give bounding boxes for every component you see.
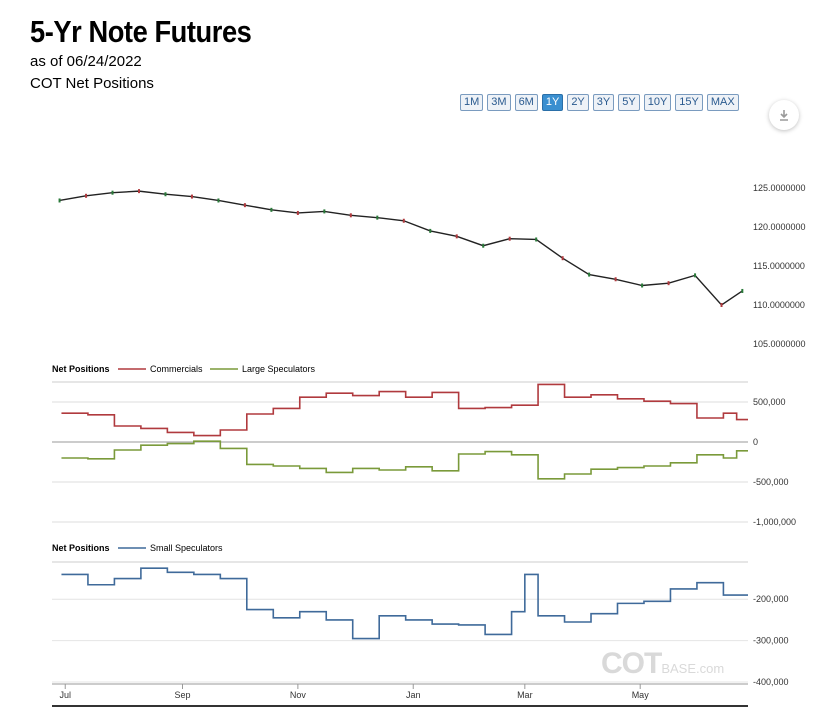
small-tick-label: -200,000 [753,594,789,604]
page-title: 5-Yr Note Futures [30,14,252,49]
price-candle [85,193,88,198]
small-tick-label: -400,000 [753,677,789,687]
price-tick-label: 115.0000000 [753,261,805,271]
small-tick-label: -300,000 [753,636,789,646]
range-button-15y[interactable]: 15Y [675,94,703,111]
net-positions-legend-1: Net Positions Commercials Large Speculat… [52,364,316,374]
x-tick-label: Nov [290,690,307,700]
price-candle [164,192,167,197]
price-candle [243,203,246,208]
price-y-axis: 125.0000000 120.0000000 115.0000000 110.000… [753,183,806,349]
x-tick-label: Mar [517,690,533,700]
price-candle [455,234,458,239]
price-candle [296,210,299,215]
net-positions-panel [52,381,748,523]
legend-label-small-speculators[interactable]: Small Speculators [150,543,223,553]
range-button-10y[interactable]: 10Y [643,94,672,111]
price-candle [694,273,697,278]
x-tick-label: Jul [59,690,71,700]
price-candle [376,215,379,220]
range-button-1m[interactable]: 1M [460,94,484,111]
download-button[interactable] [769,100,799,130]
download-icon [780,110,788,121]
price-candle [402,218,405,223]
price-candle [190,194,193,199]
legend-label-large-speculators[interactable]: Large Speculators [242,364,316,374]
price-candle [138,189,140,194]
x-axis: Jul Sep Nov Jan Mar May [52,683,748,707]
panel2-title: Net Positions [52,364,110,374]
net-tick-label: -500,000 [753,477,789,487]
chart-subtitle: COT Net Positions [30,75,154,92]
price-candle [429,228,432,233]
as-of-date: as of 06/24/2022 [30,53,142,70]
price-panel [58,189,744,307]
range-button-max[interactable]: MAX [706,94,739,111]
range-button-5y[interactable]: 5Y [618,94,640,111]
large-speculators-line [61,440,748,480]
net-tick-label: -1,000,000 [753,517,796,527]
panel3-title: Net Positions [52,543,110,553]
price-candle [217,198,220,203]
net-tick-label: 0 [753,437,758,447]
net-positions-y-axis: 500,000 0 -500,000 -1,000,000 [753,397,796,527]
price-candle [667,281,670,286]
price-tick-label: 125.0000000 [753,183,806,193]
price-candle [349,213,352,218]
price-tick-label: 110.0000000 [753,300,805,310]
legend-label-commercials[interactable]: Commercials [150,364,203,374]
small-speculators-y-axis: -200,000 -300,000 -400,000 [753,594,789,687]
price-candle [58,198,61,203]
price-candle [508,236,511,241]
price-candle [641,283,644,288]
price-tick-label: 120.0000000 [753,222,806,232]
price-candle [720,303,723,307]
x-tick-label: May [632,690,650,700]
price-candle [270,207,273,212]
range-button-2y[interactable]: 2Y [567,94,589,111]
x-tick-label: Jan [406,690,421,700]
small-speculators-panel [52,561,748,683]
price-candle [111,190,114,195]
price-tick-label: 105.0000000 [753,339,806,349]
net-tick-label: 500,000 [753,397,786,407]
price-candle [561,256,564,261]
range-button-3y[interactable]: 3Y [592,94,615,111]
price-candle [614,277,617,282]
price-candle [741,288,744,293]
price-candle [535,237,538,242]
range-selector: 1M 3M 6M 1Y 2Y 3Y 5Y 10Y 15Y MAX [460,94,739,111]
price-candle [482,243,485,248]
x-tick-label: Sep [174,690,190,700]
range-button-3m[interactable]: 3M [487,94,511,111]
price-candle [588,272,591,277]
price-series-line [59,190,743,306]
net-positions-legend-2: Net Positions Small Speculators [52,543,223,553]
range-button-1y[interactable]: 1Y [541,94,564,111]
commercials-line [61,383,748,437]
small-speculators-line [61,567,748,640]
range-button-6m[interactable]: 6M [514,94,538,111]
price-candle [323,209,326,214]
watermark-logo: COTBASE.com [601,647,725,680]
